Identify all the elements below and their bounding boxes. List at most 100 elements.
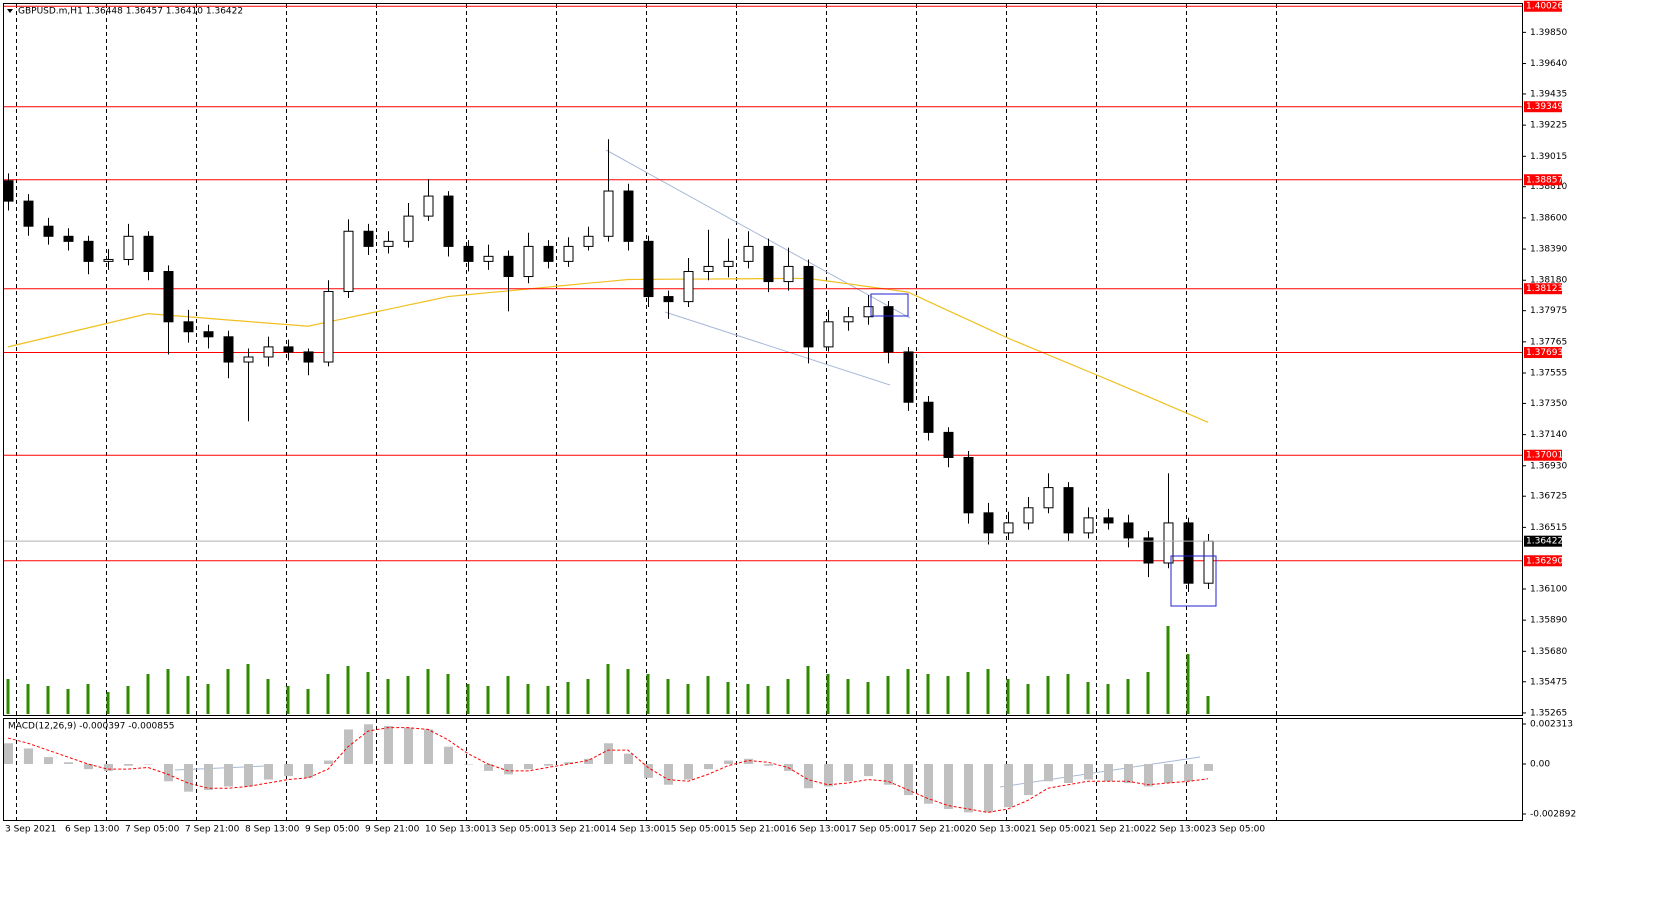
macd-bar (544, 763, 553, 766)
candle-body (763, 245, 774, 283)
volume-bar (486, 686, 490, 714)
volume-bar (506, 676, 510, 714)
candle-body (1103, 517, 1114, 524)
macd-bar (24, 748, 33, 764)
candle-body (1003, 522, 1014, 534)
macd-bar (804, 763, 813, 789)
volume-bar (1066, 674, 1070, 714)
volume-bar (66, 689, 70, 714)
candle-body (1023, 507, 1034, 524)
candle-body (723, 260, 734, 267)
candle-body (643, 240, 654, 298)
volume-bar (306, 689, 310, 714)
x-tick-label: 8 Sep 13:00 (245, 825, 300, 835)
candle-body (603, 190, 614, 237)
x-tick-label: 3 Sep 2021 (5, 825, 56, 835)
level-label: 1.37693 (1526, 348, 1563, 358)
volume-bar (666, 679, 670, 714)
volume-bar (946, 676, 950, 714)
volume-bar (386, 679, 390, 714)
macd-bar (264, 763, 273, 780)
macd-bar (64, 762, 73, 764)
macd-bar (1144, 763, 1153, 787)
x-tick-label: 16 Sep 13:00 (785, 825, 845, 835)
candle-body (283, 346, 294, 353)
candle-body (903, 351, 914, 403)
macd-bar (1004, 763, 1013, 808)
candle-body (183, 321, 194, 333)
candle-body (743, 245, 754, 262)
level-label-bg (1524, 283, 1562, 295)
candle-body (583, 235, 594, 247)
x-tick-label: 9 Sep 21:00 (365, 825, 420, 835)
volume-bar (1186, 654, 1190, 714)
y-tick-label: 1.39015 (1530, 152, 1567, 162)
level-label: 1.38123 (1526, 284, 1563, 294)
macd-bar (984, 763, 993, 813)
candle-body (1143, 537, 1154, 564)
candle-body (403, 215, 414, 242)
candle-body (503, 255, 514, 278)
y-tick-label: 0.002313 (1530, 720, 1573, 730)
volume-bar (146, 674, 150, 714)
candle-body (623, 190, 634, 242)
volume-bar (606, 664, 610, 714)
candle-body (423, 195, 434, 217)
macd-bar (764, 763, 773, 766)
volume-bar (826, 674, 830, 714)
candle-body (483, 255, 494, 262)
y-tick-label: 1.36725 (1530, 492, 1567, 502)
candle-body (1163, 522, 1174, 564)
level-label-bg (1524, 101, 1562, 113)
candle-body (303, 351, 314, 363)
volume-bar (1026, 684, 1030, 714)
macd-bar (304, 763, 313, 778)
current-price-label: 1.36422 (1526, 537, 1563, 547)
volume-bar (466, 684, 470, 714)
trend-line (605, 149, 911, 319)
macd-bar (284, 763, 293, 777)
macd-bar (144, 763, 153, 765)
volume-bar (1006, 679, 1010, 714)
macd-bar (1204, 763, 1213, 771)
volume-bar (1166, 626, 1170, 714)
volume-bar (926, 674, 930, 714)
candle-body (663, 296, 674, 303)
candle-body (523, 245, 534, 278)
macd-bar (744, 758, 753, 764)
volume-bar (726, 682, 730, 714)
x-tick-label: 9 Sep 05:00 (305, 825, 360, 835)
macd-bar (644, 763, 653, 778)
macd-bar (1024, 763, 1033, 796)
y-tick-label: 1.38180 (1530, 276, 1567, 286)
volume-bar (246, 664, 250, 714)
x-tick-label: 13 Sep 05:00 (485, 825, 545, 835)
macd-bar (444, 746, 453, 764)
highlight-box (1170, 555, 1217, 607)
macd-bar (504, 763, 513, 775)
volume-bar (266, 679, 270, 714)
macd-bar (104, 763, 113, 771)
y-tick-label: 1.37140 (1530, 430, 1567, 440)
macd-bar (564, 762, 573, 764)
macd-bar (184, 763, 193, 792)
candle-body (383, 240, 394, 247)
x-tick-label: 21 Sep 05:00 (1025, 825, 1085, 835)
macd-bar (604, 743, 613, 764)
candle-body (163, 270, 174, 323)
y-tick-label: 1.35475 (1530, 677, 1567, 687)
macd-bar (204, 763, 213, 790)
candle-body (1083, 517, 1094, 534)
candle-body (843, 316, 854, 323)
candle-body (963, 456, 974, 514)
x-tick-label: 14 Sep 13:00 (605, 825, 665, 835)
volume-bar (646, 674, 650, 714)
macd-bar (884, 763, 893, 785)
y-tick-label: 1.39435 (1530, 89, 1567, 99)
candle-body (323, 291, 334, 363)
chart-title: GBPUSD.m,H1 1.36448 1.36457 1.36410 1.36… (18, 7, 243, 17)
candle-body (463, 245, 474, 262)
macd-bar (1124, 763, 1133, 784)
macd-bar (464, 763, 473, 765)
volume-bar (26, 684, 30, 714)
